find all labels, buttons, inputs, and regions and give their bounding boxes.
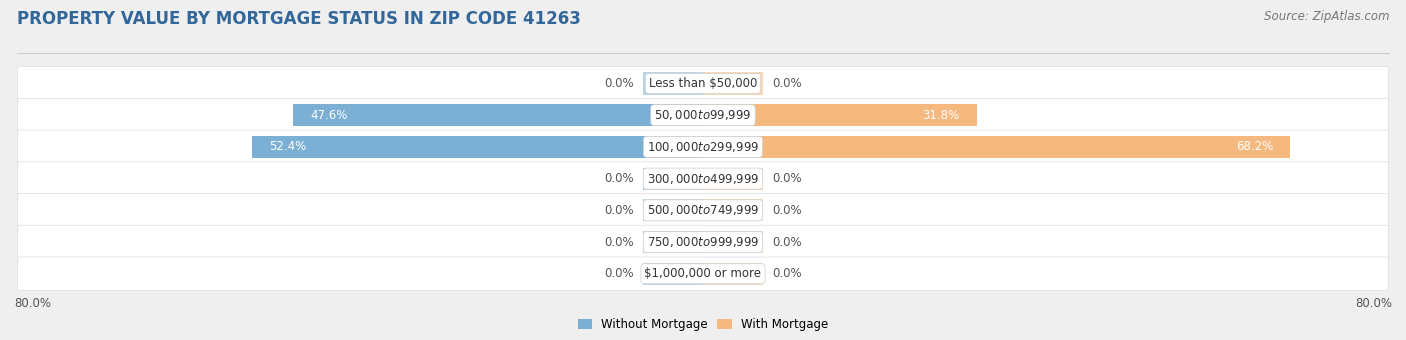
FancyBboxPatch shape	[18, 225, 1388, 259]
Text: 47.6%: 47.6%	[311, 109, 347, 122]
FancyBboxPatch shape	[18, 193, 1388, 227]
FancyBboxPatch shape	[18, 98, 1388, 132]
Text: 0.0%: 0.0%	[772, 77, 801, 90]
Text: 0.0%: 0.0%	[772, 204, 801, 217]
Bar	[703, 72, 763, 95]
Bar	[643, 199, 703, 221]
Text: 0.0%: 0.0%	[772, 236, 801, 249]
FancyBboxPatch shape	[18, 162, 1388, 196]
FancyBboxPatch shape	[18, 130, 1388, 164]
Legend: Without Mortgage, With Mortgage: Without Mortgage, With Mortgage	[574, 314, 832, 336]
Bar	[643, 263, 703, 285]
Bar	[643, 231, 703, 253]
Bar	[643, 72, 703, 95]
Text: 80.0%: 80.0%	[14, 297, 51, 310]
Text: 68.2%: 68.2%	[1236, 140, 1272, 153]
Text: PROPERTY VALUE BY MORTGAGE STATUS IN ZIP CODE 41263: PROPERTY VALUE BY MORTGAGE STATUS IN ZIP…	[17, 10, 581, 28]
Text: $100,000 to $299,999: $100,000 to $299,999	[647, 140, 759, 154]
Text: 0.0%: 0.0%	[605, 77, 634, 90]
Bar	[703, 104, 977, 126]
Text: $750,000 to $999,999: $750,000 to $999,999	[647, 235, 759, 249]
Text: 0.0%: 0.0%	[772, 172, 801, 185]
Bar	[292, 104, 703, 126]
Text: 0.0%: 0.0%	[605, 204, 634, 217]
Text: 80.0%: 80.0%	[1355, 297, 1392, 310]
Text: 0.0%: 0.0%	[772, 267, 801, 280]
FancyBboxPatch shape	[18, 257, 1388, 291]
Bar	[703, 231, 763, 253]
FancyBboxPatch shape	[18, 67, 1388, 100]
Text: Source: ZipAtlas.com: Source: ZipAtlas.com	[1264, 10, 1389, 23]
Text: Less than $50,000: Less than $50,000	[648, 77, 758, 90]
Bar	[703, 263, 763, 285]
Text: 52.4%: 52.4%	[269, 140, 307, 153]
Bar	[643, 168, 703, 190]
Text: $50,000 to $99,999: $50,000 to $99,999	[654, 108, 752, 122]
Text: 0.0%: 0.0%	[605, 172, 634, 185]
Bar	[252, 136, 703, 158]
Text: $500,000 to $749,999: $500,000 to $749,999	[647, 203, 759, 217]
Bar	[703, 168, 763, 190]
Bar	[703, 199, 763, 221]
Text: $300,000 to $499,999: $300,000 to $499,999	[647, 172, 759, 186]
Text: 0.0%: 0.0%	[605, 236, 634, 249]
Bar	[703, 136, 1291, 158]
Text: 0.0%: 0.0%	[605, 267, 634, 280]
Text: $1,000,000 or more: $1,000,000 or more	[644, 267, 762, 280]
Text: 31.8%: 31.8%	[922, 109, 960, 122]
